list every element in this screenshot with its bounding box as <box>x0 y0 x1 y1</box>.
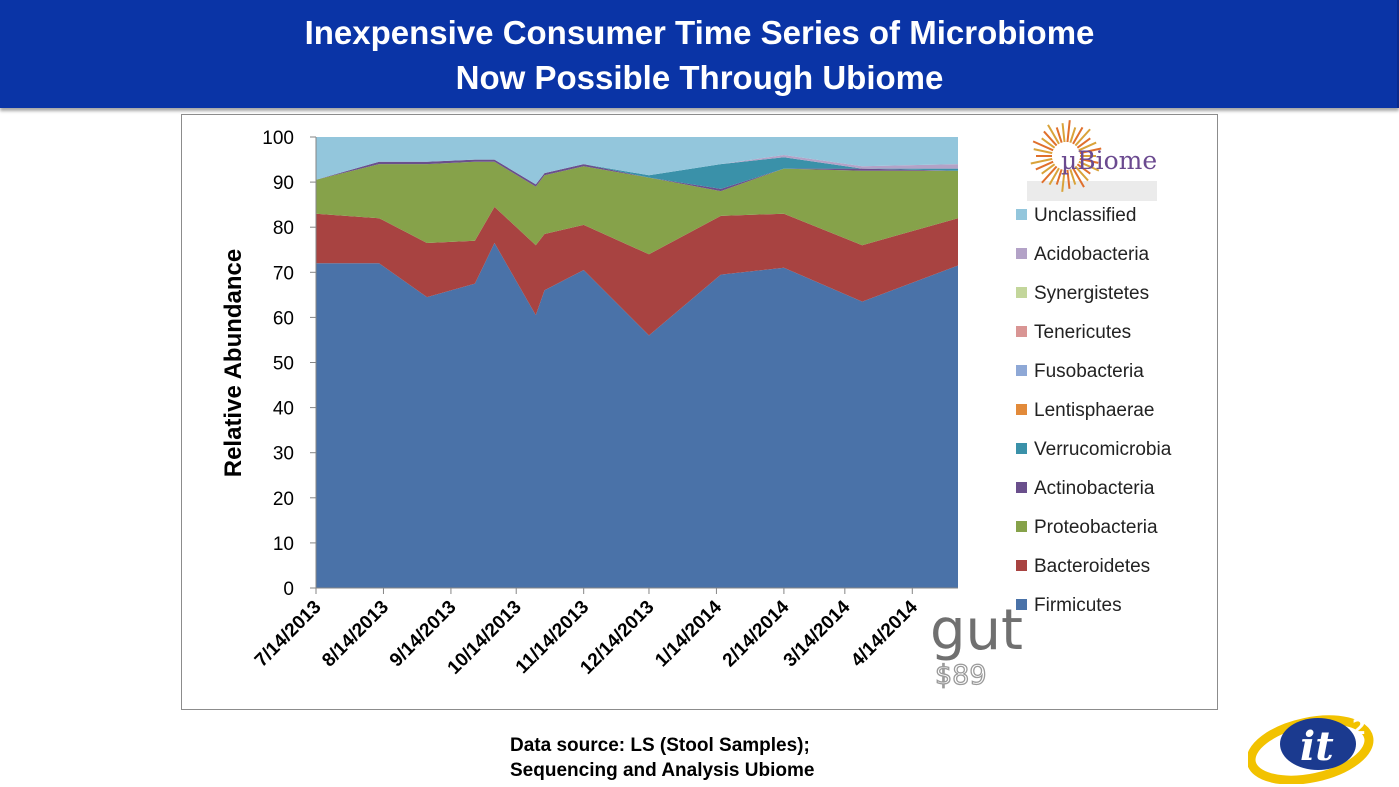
area-layers <box>316 137 958 588</box>
y-tick-label: 90 <box>273 173 294 194</box>
legend-swatch-bacteroidetes <box>1016 560 1027 571</box>
sunburst-ray <box>1079 147 1102 155</box>
area-bacteroidetes <box>316 206 958 336</box>
x-tick-label: 8/14/2013 <box>318 597 393 672</box>
y-tick-label: 10 <box>273 534 294 555</box>
legend-label-proteobacteria: Proteobacteria <box>1034 517 1158 538</box>
legend-swatch-tenericutes <box>1016 326 1027 337</box>
data-source-note: Data source: LS (Stool Samples); Sequenc… <box>510 733 814 783</box>
slide-title-line2: Now Possible Through Ubiome <box>455 59 944 96</box>
y-tick-label: 100 <box>262 128 294 149</box>
sunburst-ray <box>1076 137 1091 149</box>
sunburst-ray <box>1030 157 1053 165</box>
area-firmicutes <box>316 243 958 588</box>
legend-swatch-synergistetes <box>1016 287 1027 298</box>
chart-legend: Unclassified Acidobacteria Synergistetes Te… <box>1016 205 1172 616</box>
legend-label-tenericutes: Tenericutes <box>1034 322 1131 343</box>
legend-label-actinobacteria: Actinobacteria <box>1034 478 1155 499</box>
ubiome-logo-text: µBiome <box>1061 146 1157 175</box>
source-line2: Sequencing and Analysis Ubiome <box>510 760 815 781</box>
sunburst-ray <box>1061 123 1066 143</box>
legend-label-lentisphaerae: Lentisphaerae <box>1034 400 1154 421</box>
x-tick-label: 1/14/2014 <box>651 596 726 671</box>
y-tick-label: 50 <box>273 354 294 375</box>
sunburst-ray <box>1072 126 1084 145</box>
y-tick-label: 20 <box>273 489 294 510</box>
product-price: $89 <box>935 660 987 691</box>
sunburst-ray <box>1047 124 1060 145</box>
legend-label-fusobacteria: Fusobacteria <box>1034 361 1144 382</box>
sunburst-ray <box>1041 137 1056 149</box>
sunburst-ray <box>1072 167 1085 188</box>
y-tick-label: 30 <box>273 444 294 465</box>
sunburst-center <box>1052 142 1080 170</box>
sunburst-icon <box>1030 120 1102 192</box>
sunburst-ray <box>1055 127 1063 143</box>
x-tick-label: 3/14/2014 <box>780 596 855 671</box>
legend-swatch-fusobacteria <box>1016 365 1027 376</box>
corner-logo-text: it <box>1300 723 1334 770</box>
sunburst-ray <box>1069 169 1077 185</box>
ubiome-logo: µBiome <box>1027 116 1157 202</box>
sunburst-ray <box>1041 165 1058 184</box>
legend-label-synergistetes: Synergistetes <box>1034 283 1149 304</box>
corner-logo-superscript: 2 <box>1352 715 1366 739</box>
sunburst-ray <box>1033 148 1053 155</box>
x-tick-label: 4/14/2014 <box>847 596 922 671</box>
sunburst-ray <box>1069 127 1077 143</box>
sunburst-ray <box>1032 140 1054 152</box>
legend-swatch-verrucomicrobia <box>1016 443 1027 454</box>
area-verrucomicrobia <box>316 157 958 189</box>
title-banner: Inexpensive Consumer Time Series of Micr… <box>0 0 1399 108</box>
legend-label-firmicutes: Firmicutes <box>1034 595 1122 616</box>
legend-swatch-firmicutes <box>1016 599 1027 610</box>
y-axis-label: Relative Abundance <box>220 249 247 478</box>
sunburst-ray <box>1055 169 1063 185</box>
sunburst-ray <box>1048 167 1060 186</box>
product-name: gut <box>930 598 1023 663</box>
legend-label-acidobacteria: Acidobacteria <box>1034 244 1150 265</box>
sunburst-ray <box>1074 128 1091 147</box>
sunburst-ray <box>1079 157 1099 164</box>
y-tick-label: 0 <box>283 579 294 600</box>
legend-swatch-proteobacteria <box>1016 521 1027 532</box>
it2-logo: it 2 <box>1248 715 1374 784</box>
sunburst-ray <box>1078 141 1097 152</box>
sunburst-ray <box>1035 160 1054 171</box>
sunburst-ray <box>1043 130 1058 147</box>
sunburst-ray <box>1061 169 1066 192</box>
slide-title-line1: Inexpensive Consumer Time Series of Micr… <box>304 14 1095 51</box>
x-tick-label: 7/14/2013 <box>251 597 326 672</box>
sunburst-ray <box>1074 165 1089 182</box>
legend-swatch-acidobacteria <box>1016 248 1027 259</box>
y-tick-label: 80 <box>273 218 294 239</box>
area-actinobacteria <box>316 159 958 192</box>
sunburst-ray <box>1066 120 1071 143</box>
legend-label-unclassified: Unclassified <box>1034 205 1136 226</box>
sunburst-ray <box>1066 169 1071 189</box>
area-unclassified <box>316 137 958 185</box>
source-line1: Data source: LS (Stool Samples); <box>510 735 810 756</box>
legend-swatch-actinobacteria <box>1016 482 1027 493</box>
y-tick-label: 60 <box>273 308 294 329</box>
sunburst-ray <box>1041 163 1056 175</box>
y-tick-label: 40 <box>273 399 294 420</box>
sunburst-ray <box>1076 163 1091 175</box>
area-proteobacteria <box>316 161 958 255</box>
legend-swatch-lentisphaerae <box>1016 404 1027 415</box>
legend-label-verrucomicrobia: Verrucomicrobia <box>1034 439 1172 460</box>
legend-swatch-unclassified <box>1016 209 1027 220</box>
legend-label-bacteroidetes: Bacteroidetes <box>1034 556 1150 577</box>
sunburst-ray <box>1078 160 1100 172</box>
y-tick-label: 70 <box>273 263 294 284</box>
